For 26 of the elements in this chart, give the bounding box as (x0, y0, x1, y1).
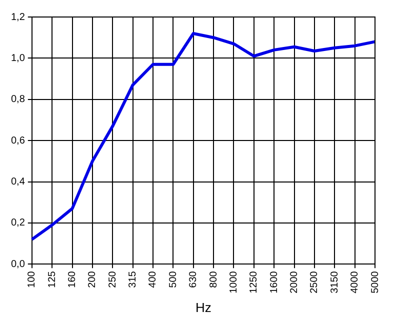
x-tick-label: 4000 (350, 270, 361, 294)
y-tick-label: 0,6 (10, 135, 26, 146)
x-tick-label: 1600 (268, 270, 280, 294)
x-axis-title: Hz (196, 300, 212, 315)
y-tick-label: 0,8 (10, 94, 26, 106)
x-tick-label: 500 (168, 270, 179, 288)
x-tick-label: 630 (188, 270, 200, 288)
x-tick-label: 200 (87, 270, 98, 288)
y-tick-label: 1,2 (10, 12, 26, 23)
y-tick-label: 0,2 (10, 218, 26, 229)
y-tick-label: 1,0 (10, 52, 26, 64)
x-tick-label: 160 (67, 270, 78, 288)
x-tick-label: 400 (148, 270, 159, 288)
x-tick-label: 315 (128, 270, 139, 288)
x-tick-label: 5000 (370, 270, 381, 294)
y-tick-label: 0,4 (10, 176, 26, 188)
x-tick-label: 250 (107, 270, 118, 288)
x-tick-label: 125 (46, 270, 58, 288)
y-tick-label: 0,0 (10, 258, 26, 270)
x-tick-label: 2500 (309, 270, 320, 294)
x-tick-label: 2000 (289, 270, 300, 294)
x-tick-label: 800 (208, 270, 220, 288)
x-tick-label: 3150 (329, 270, 340, 294)
x-tick-label: 1000 (228, 270, 240, 294)
x-tick-label: 1250 (248, 270, 260, 294)
x-tick-label: 100 (26, 270, 38, 288)
